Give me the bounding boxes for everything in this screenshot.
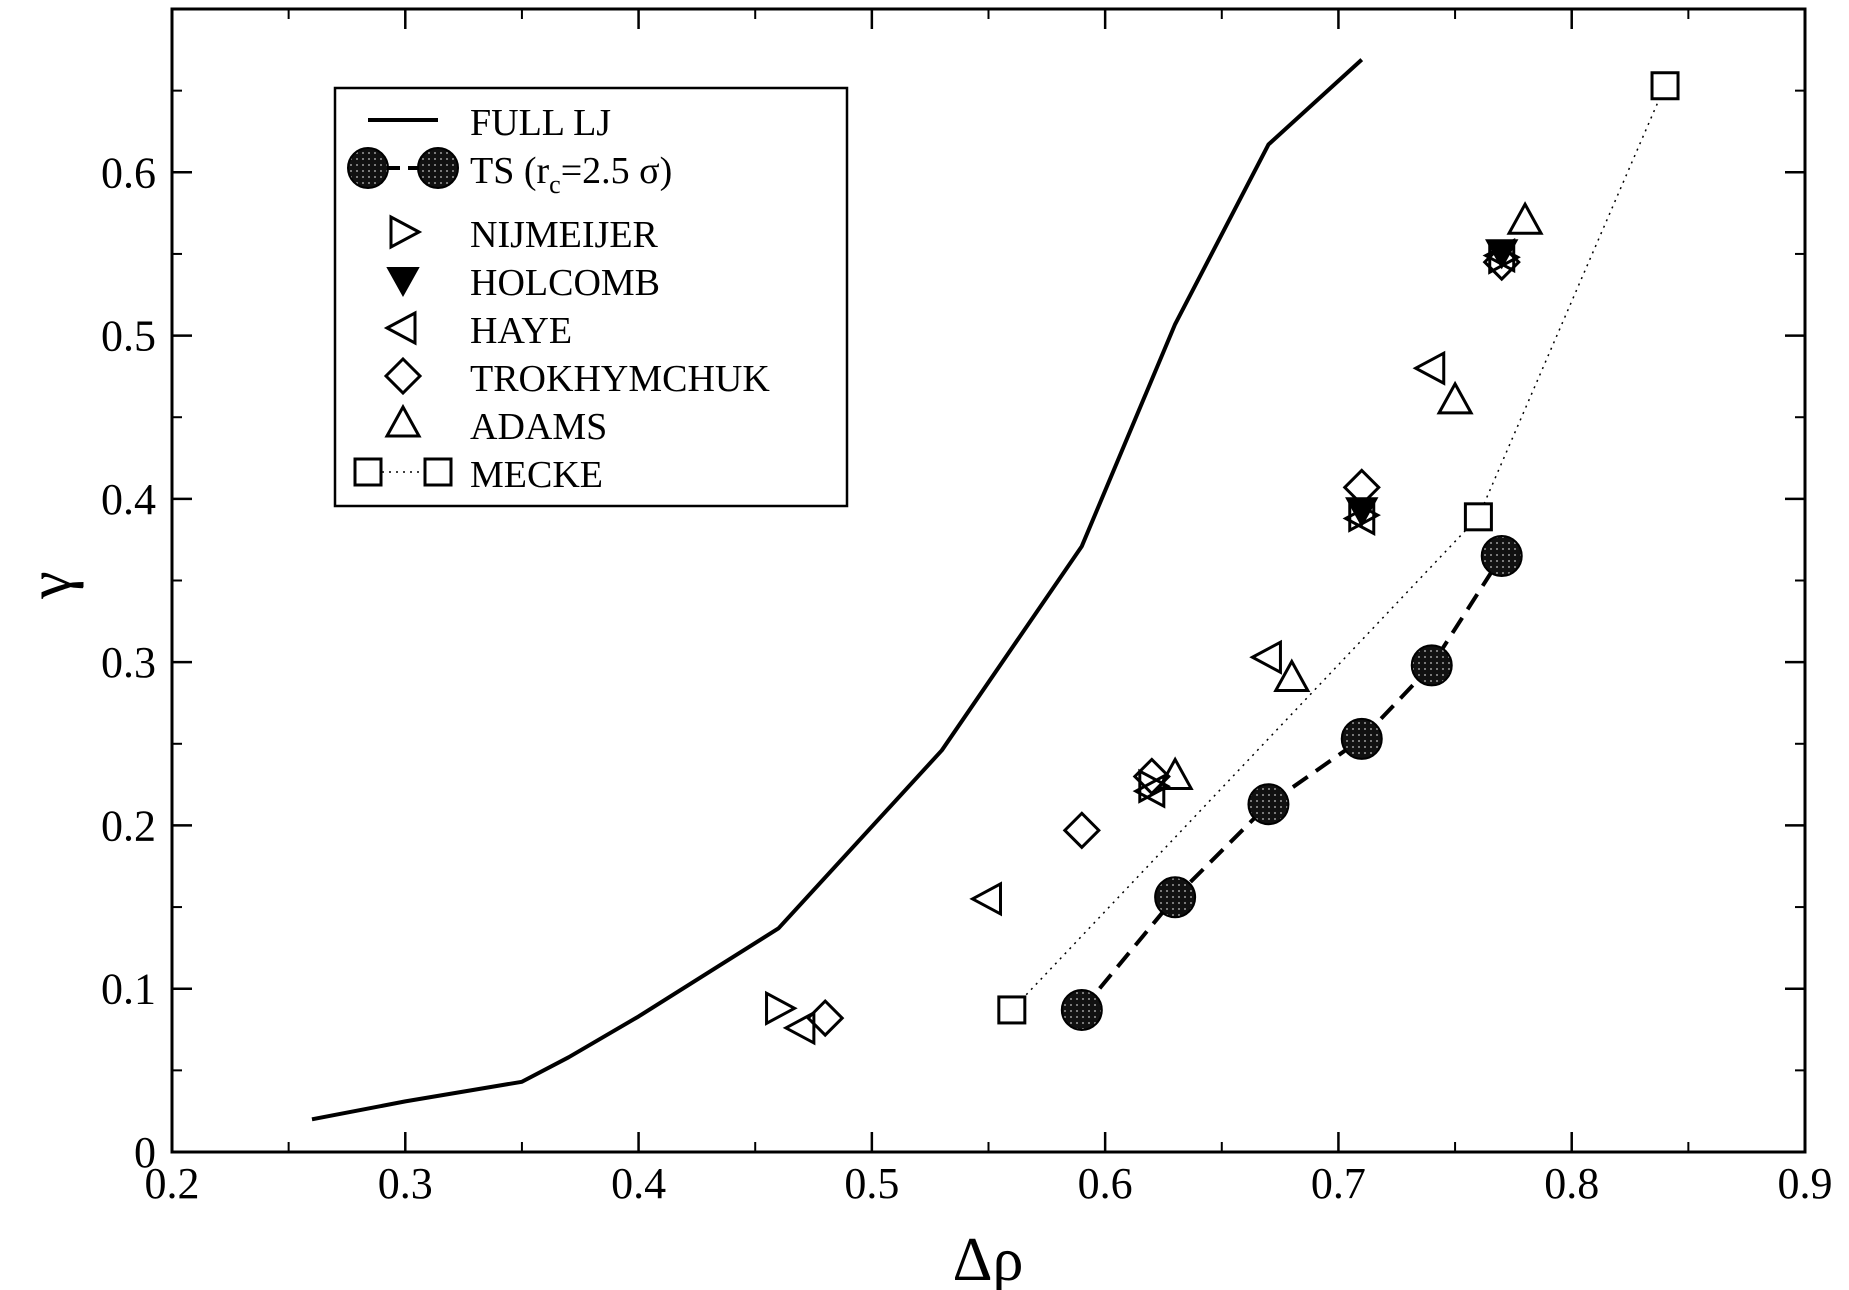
plot-area: [311, 58, 1680, 1122]
y-axis-title: γ: [16, 571, 84, 599]
data-point-haye: [782, 1010, 816, 1046]
legend-label-haye: HAYE: [470, 310, 572, 352]
data-point-adams: [1273, 658, 1311, 692]
y-tick-label: 0.3: [101, 638, 156, 687]
x-axis-title: Δρ: [953, 1226, 1024, 1290]
legend: FULL LJ TS (rc=2.5 σ) NIJMEIJER HOLCOMB …: [333, 86, 849, 508]
legend-sample-trokhymchuk: [383, 356, 423, 396]
data-point-adams: [1436, 380, 1474, 415]
data-point-haye: [969, 881, 1002, 917]
legend-sample-mecke: [353, 457, 383, 487]
data-point-ts-r: [1480, 535, 1523, 578]
legend-sample-adams: [384, 403, 422, 438]
data-point-ts-r: [1154, 876, 1197, 919]
data-point-haye: [1342, 500, 1376, 536]
series-nijmeijer: [765, 239, 1521, 1026]
data-point-ts-r: [1410, 644, 1453, 687]
legend-sample-haye: [383, 310, 417, 346]
data-point-trokhymchuk: [1482, 242, 1521, 282]
data-point-adams: [1156, 756, 1194, 790]
y-tick-label: 0.6: [101, 148, 156, 197]
data-point-mecke: [997, 995, 1027, 1025]
y-tick-label: 0.5: [101, 312, 156, 361]
data-point-ts-r: [1060, 988, 1103, 1031]
tick-labels: 0.2 0.3 0.4 0.5 0.6 0.7 0.8 0.9 0 0.1 0.2 0.3 0.4 0.5…: [101, 148, 1833, 1208]
y-tick-label: 0.4: [101, 475, 156, 524]
x-tick-label: 0.3: [378, 1159, 433, 1208]
series-line-full-lj: [311, 58, 1364, 1122]
x-tick-label: 0.5: [844, 1159, 899, 1208]
x-tick-label: 0.8: [1544, 1159, 1599, 1208]
legend-sample-holcomb: [386, 267, 420, 298]
legend-sample-ts-r: [347, 147, 389, 189]
data-point-haye: [1132, 773, 1166, 809]
series-line-mecke: [1011, 85, 1666, 1011]
data-point-nijmeijer: [1138, 768, 1171, 804]
data-point-haye: [1412, 350, 1446, 386]
data-point-nijmeijer: [765, 990, 798, 1026]
series-mecke: [997, 71, 1680, 1025]
data-point-trokhymchuk: [1132, 757, 1171, 796]
axis-ticks: [170, 9, 1807, 1154]
legend-sample-nijmeijer: [389, 214, 423, 250]
series-ts-r: [1060, 535, 1523, 1031]
legend-label-trokhymchuk: TROKHYMCHUK: [470, 358, 770, 400]
data-point-haye: [1249, 639, 1282, 675]
y-tick-label: 0: [134, 1128, 156, 1177]
series-line-ts-r: [1080, 554, 1504, 1012]
y-tick-label: 0.1: [101, 965, 156, 1014]
data-point-mecke: [1650, 71, 1680, 101]
legend-sample-mecke: [423, 457, 453, 487]
legend-sample-ts-r: [417, 147, 459, 189]
x-tick-label: 0.2: [145, 1159, 200, 1208]
data-point-trokhymchuk: [1342, 468, 1381, 507]
x-tick-label: 0.4: [611, 1159, 666, 1208]
data-point-ts-r: [1247, 783, 1290, 826]
legend-label-nijmeijer: NIJMEIJER: [470, 214, 659, 256]
series-haye: [782, 238, 1516, 1046]
data-point-ts-r: [1340, 717, 1383, 760]
y-tick-label: 0.2: [101, 801, 156, 850]
data-point-trokhymchuk: [1062, 811, 1101, 850]
series-adams: [1156, 201, 1544, 790]
x-tick-label: 0.9: [1778, 1159, 1833, 1208]
x-tick-label: 0.7: [1311, 1159, 1366, 1208]
legend-label-holcomb: HOLCOMB: [470, 262, 660, 304]
legend-label-mecke: MECKE: [470, 454, 603, 496]
data-point-trokhymchuk: [806, 998, 845, 1038]
data-point-adams: [1506, 201, 1544, 235]
x-tick-label: 0.6: [1078, 1159, 1133, 1208]
legend-label-adams: ADAMS: [470, 406, 607, 448]
legend-label-ts: TS (rc=2.5 σ): [470, 150, 672, 199]
series-trokhymchuk: [806, 242, 1521, 1038]
series-full-lj: [311, 58, 1364, 1122]
legend-label-full-lj: FULL LJ: [470, 102, 611, 144]
data-point-mecke: [1463, 502, 1493, 532]
legend-samples: [347, 118, 459, 487]
